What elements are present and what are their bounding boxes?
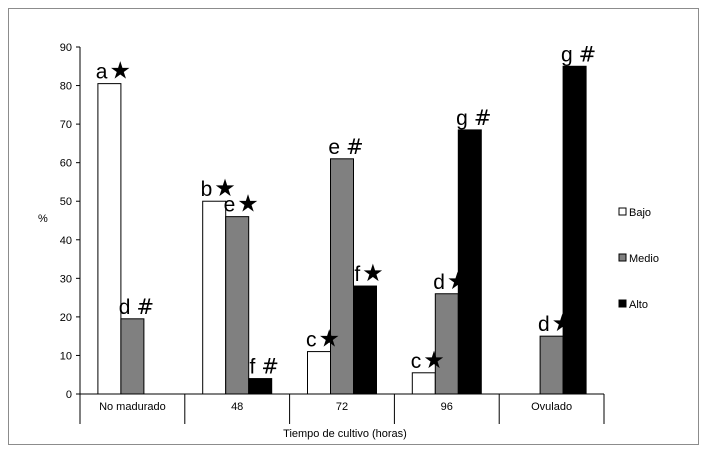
y-axis-ticks: 0 10 20 30 40 50 60 70 80 90	[60, 42, 80, 401]
legend-swatch	[618, 253, 627, 262]
bar-label: c★	[306, 325, 340, 353]
bar-label: g #	[456, 106, 491, 130]
y-tick-label: 90	[60, 42, 72, 54]
bar-label: f #	[249, 355, 278, 379]
legend: Bajo Medio Alto	[618, 207, 659, 311]
chart-frame	[8, 8, 699, 445]
bar-label: a★	[96, 57, 131, 85]
bar-alto	[562, 65, 587, 395]
x-tick-label: No madurado	[99, 401, 166, 413]
y-tick-label: 10	[60, 350, 72, 362]
legend-label: Alto	[629, 299, 648, 311]
bar-label: g #	[561, 42, 596, 66]
bar-label: d★	[538, 309, 573, 337]
y-tick-label: 0	[66, 389, 72, 401]
bar-label: d★	[433, 267, 468, 295]
bar-label: f★	[354, 259, 383, 287]
bar-bajo	[97, 83, 122, 395]
legend-swatch	[618, 299, 627, 308]
x-axis-title: Tiempo de cultivo (horas)	[283, 428, 407, 440]
x-tick-label: 48	[231, 401, 243, 413]
legend-label: Bajo	[629, 207, 651, 219]
y-tick-label: 40	[60, 235, 72, 247]
x-axis-ticks: No madurado 48 72 96 Ovulado	[99, 401, 572, 413]
legend-label: Medio	[629, 253, 659, 265]
bar-alto	[248, 378, 273, 395]
x-tick-label: Ovulado	[531, 401, 572, 413]
y-tick-label: 70	[60, 119, 72, 131]
bar-medio	[539, 335, 564, 395]
bar-medio	[225, 216, 250, 395]
bar-label: e★	[224, 190, 259, 218]
bar-medio	[330, 158, 354, 395]
bars	[97, 65, 587, 395]
bar-label: e #	[328, 135, 363, 159]
bar-medio	[434, 293, 459, 395]
y-tick-label: 80	[60, 81, 72, 93]
bar-labels: a★ d # b★e★ f # c★ e # f★ c★ d★ g # d★ g #	[96, 42, 596, 378]
bar-label: c★	[411, 346, 445, 374]
y-axis-title: %	[38, 213, 48, 225]
x-tick-label: 96	[441, 401, 453, 413]
y-tick-label: 60	[60, 158, 72, 170]
bar-bajo	[307, 351, 331, 395]
legend-swatch	[618, 207, 627, 216]
bar-alto	[353, 285, 377, 395]
bar-label: b★	[201, 174, 236, 202]
y-tick-label: 50	[60, 196, 72, 208]
bar-bajo	[411, 372, 436, 395]
bar-bajo	[202, 200, 227, 395]
bar-alto	[457, 129, 482, 395]
bar-medio	[120, 318, 145, 395]
y-tick-label: 20	[60, 312, 72, 324]
bar-label: d #	[119, 295, 154, 319]
x-tick-label: 72	[336, 401, 348, 413]
y-tick-label: 30	[60, 273, 72, 285]
